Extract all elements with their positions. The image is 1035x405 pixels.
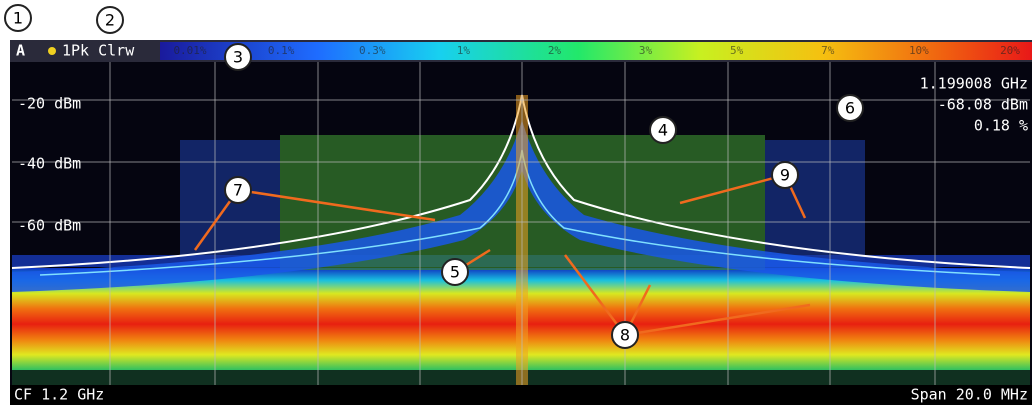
span: Span 20.0 MHz bbox=[911, 386, 1028, 404]
callout-number: 6 bbox=[845, 99, 855, 118]
callout-circle bbox=[836, 94, 864, 122]
scale-label: 7% bbox=[821, 44, 835, 57]
scale-label: 0.3% bbox=[359, 44, 386, 57]
callout: 6 bbox=[836, 94, 864, 122]
y-label: -60 dBm bbox=[18, 217, 81, 235]
center-frequency: CF 1.2 GHz bbox=[14, 386, 104, 404]
callout: 7 bbox=[224, 176, 252, 204]
callout: 8 bbox=[611, 321, 639, 349]
callout-number: 9 bbox=[780, 166, 790, 185]
callout-number: 3 bbox=[233, 48, 243, 67]
marker-frequency: 1.199008 GHz bbox=[920, 75, 1028, 93]
callout-circle bbox=[611, 321, 639, 349]
callout-circle bbox=[224, 43, 252, 71]
signal-edge bbox=[765, 140, 865, 260]
callout: 9 bbox=[771, 161, 799, 189]
scale-label: 10% bbox=[909, 44, 929, 57]
marker-percent: 0.18 % bbox=[974, 117, 1028, 135]
callout: 4 bbox=[649, 116, 677, 144]
callout-circle bbox=[771, 161, 799, 189]
scale-label: 5% bbox=[730, 44, 744, 57]
color-scale bbox=[160, 42, 1032, 60]
callout-circle bbox=[4, 4, 32, 32]
scale-label: 3% bbox=[639, 44, 653, 57]
callout-circle bbox=[649, 116, 677, 144]
scale-label: 0.1% bbox=[268, 44, 295, 57]
callout-number: 7 bbox=[233, 181, 243, 200]
scale-label: 1% bbox=[457, 44, 471, 57]
trace-dot bbox=[48, 47, 56, 55]
window-label: A bbox=[16, 42, 25, 60]
callout-number: 1 bbox=[13, 9, 23, 28]
arrows bbox=[193, 173, 811, 337]
callout-number: 4 bbox=[658, 121, 668, 140]
callout-circle bbox=[441, 258, 469, 286]
callout-number: 2 bbox=[105, 11, 115, 30]
scale-label: 0.01% bbox=[173, 44, 206, 57]
callout-circle bbox=[224, 176, 252, 204]
y-label: -20 dBm bbox=[18, 95, 81, 113]
trace-label: 1Pk Clrw bbox=[62, 42, 135, 60]
y-label: -40 dBm bbox=[18, 155, 81, 173]
callout: 2 bbox=[96, 6, 124, 34]
callout-number: 5 bbox=[450, 263, 460, 282]
callout: 1 bbox=[4, 4, 32, 32]
callout-circle bbox=[96, 6, 124, 34]
scale-label: 2% bbox=[548, 44, 562, 57]
marker-level: -68.08 dBm bbox=[938, 96, 1028, 114]
scale-label: 20% bbox=[1000, 44, 1020, 57]
callout: 5 bbox=[441, 258, 469, 286]
footer-bar bbox=[10, 385, 1032, 405]
callout: 3 bbox=[224, 43, 252, 71]
callout-number: 8 bbox=[620, 326, 630, 345]
